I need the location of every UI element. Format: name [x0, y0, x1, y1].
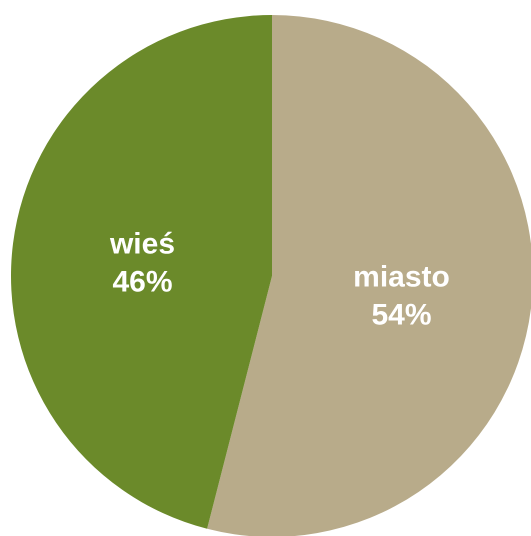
- slice-label-wies: wieś 46%: [109, 228, 175, 299]
- pie-labels: miasto 54% wieś 46%: [109, 228, 450, 332]
- slice-name: wieś: [109, 228, 175, 261]
- slice-name: miasto: [353, 260, 450, 293]
- slice-percent: 54%: [371, 298, 431, 331]
- pie-slice-wies: [10, 15, 273, 529]
- slice-label-miasto: miasto 54%: [353, 260, 450, 331]
- pie-slice-miasto: [207, 15, 531, 536]
- slice-percent: 46%: [112, 266, 172, 299]
- pie-slices: [10, 15, 531, 536]
